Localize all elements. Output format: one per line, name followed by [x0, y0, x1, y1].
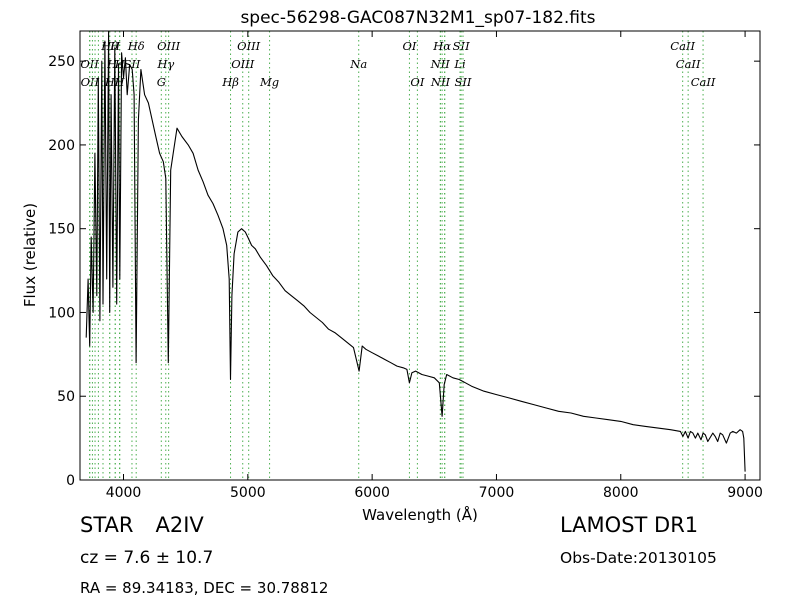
chart-title: spec-56298-GAC087N32M1_sp07-182.fits: [240, 8, 595, 28]
plot-frame: [79, 30, 761, 481]
x-tick-label: 9000: [727, 485, 763, 501]
line-marker-label: OI: [410, 75, 424, 89]
line-marker-label: Hβ: [221, 75, 239, 89]
line-marker-label: Mg: [259, 75, 279, 89]
ra-dec-readout: RA = 89.34183, DEC = 30.78812: [80, 579, 329, 597]
x-tick-label: 6000: [354, 485, 390, 501]
line-marker-label: Na: [349, 57, 367, 71]
line-marker-label: G: [157, 75, 166, 89]
y-tick-label: 200: [48, 138, 75, 154]
line-marker-label: CaII: [691, 75, 716, 89]
x-tick-label: 4000: [106, 485, 142, 501]
line-marker-label: Hγ: [156, 57, 174, 71]
line-marker-label: NII: [430, 57, 451, 71]
line-markers: OIIOIIHθHHHϵHHSIIHδGHγOIIIHβOIIIOIIIMgNa…: [80, 31, 716, 480]
y-axis-label: Flux (relative): [21, 203, 39, 307]
y-tick-label: 100: [48, 305, 75, 321]
series-layer: [85, 30, 746, 472]
line-marker-label: Li: [453, 57, 466, 71]
x-axis-label: Wavelength (Å): [362, 505, 478, 524]
y-tick-label: 150: [48, 222, 75, 238]
x-tick-label: 8000: [603, 485, 639, 501]
redshift-readout: cz = 7.6 ± 10.7: [80, 548, 214, 568]
line-marker-label: CaII: [676, 57, 701, 71]
y-tick-label: 0: [66, 473, 75, 489]
line-marker-label: Hδ: [127, 39, 145, 53]
line-marker-label: SII: [455, 75, 472, 89]
line-marker-label: CaII: [670, 39, 695, 53]
x-tick-label: 5000: [230, 485, 266, 501]
line-marker-label: SII: [453, 39, 470, 53]
object-subclass: A2IV: [155, 513, 204, 537]
object-type: STAR: [80, 513, 134, 537]
axis-ticks: 4000 5000 6000 7000 8000 9000 0 50 100 150 200 250: [48, 31, 763, 501]
observation-date: Obs-Date:20130105: [560, 549, 717, 567]
line-marker-label: OII: [81, 75, 100, 89]
line-marker-label: OIII: [157, 39, 181, 53]
object-class-line: STAR A2IV: [80, 513, 204, 537]
x-tick-label: 7000: [479, 485, 515, 501]
spectrum-line: [85, 30, 746, 472]
line-marker-label: OIII: [237, 39, 261, 53]
line-marker-label: Hα: [432, 39, 451, 53]
line-marker-label: OIII: [231, 57, 255, 71]
survey-name: LAMOST DR1: [560, 513, 699, 537]
y-tick-label: 50: [57, 389, 75, 405]
line-marker-label: H: [104, 75, 116, 89]
line-marker-label: OI: [402, 39, 416, 53]
y-tick-label: 250: [48, 54, 75, 70]
line-marker-label: NII: [430, 75, 451, 89]
